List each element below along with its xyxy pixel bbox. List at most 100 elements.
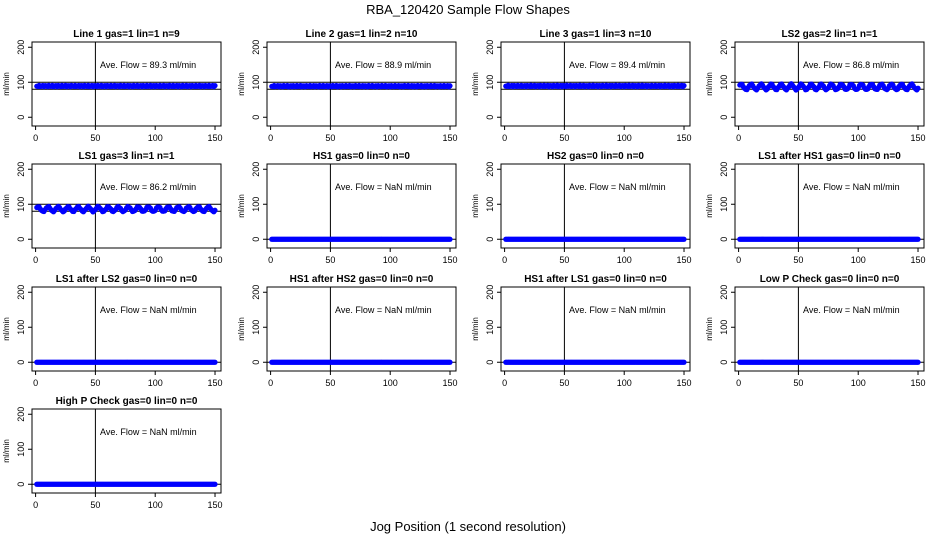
panel: LS1 after LS2 gas=0 lin=0 n=0 ml/min 0 100 2… — [2, 274, 223, 388]
x-tick-label: 100 — [383, 378, 398, 388]
panel-title: Low P Check gas=0 lin=0 n=0 — [760, 274, 900, 285]
y-axis-label: ml/min — [705, 194, 714, 218]
x-tick-label: 0 — [502, 255, 507, 265]
y-tick-label: 100 — [16, 442, 26, 457]
x-tick-label: 0 — [736, 255, 741, 265]
panel: Line 2 gas=1 lin=2 n=10 ml/min 0 100 200 0 50 1… — [237, 29, 458, 143]
y-tick-label: 0 — [251, 237, 261, 242]
data-point — [212, 359, 218, 365]
panel: LS1 gas=3 lin=1 n=1 ml/min 0 100 200 0 50 100 15… — [2, 151, 223, 265]
x-tick-label: 150 — [443, 133, 458, 143]
y-tick-label: 0 — [16, 115, 26, 120]
x-tick-label: 50 — [325, 133, 335, 143]
panel-title: HS1 after LS1 gas=0 lin=0 n=0 — [524, 274, 667, 285]
x-tick-label: 150 — [677, 133, 692, 143]
y-tick-label: 200 — [16, 40, 26, 55]
data-point — [915, 236, 921, 242]
plot-frame — [266, 286, 457, 372]
data-point — [915, 85, 921, 91]
y-axis-label: ml/min — [2, 72, 11, 96]
y-tick-label: 200 — [719, 162, 729, 177]
x-tick-label: 50 — [559, 255, 569, 265]
x-tick-label: 100 — [148, 133, 163, 143]
y-tick-label: 0 — [16, 237, 26, 242]
data-point — [681, 236, 687, 242]
flow-annotation: Ave. Flow = 89.4 ml/min — [569, 60, 665, 70]
x-tick-label: 0 — [268, 133, 273, 143]
x-tick-label: 50 — [325, 378, 335, 388]
x-tick-label: 50 — [793, 133, 803, 143]
y-axis-label: ml/min — [2, 439, 11, 463]
plot-frame — [266, 41, 457, 127]
x-tick-label: 150 — [911, 378, 926, 388]
x-tick-label: 100 — [617, 255, 632, 265]
x-tick-label: 150 — [208, 500, 223, 510]
x-tick-label: 0 — [33, 378, 38, 388]
plot-frame — [734, 41, 925, 127]
plot-frame — [500, 41, 691, 127]
panel-title: HS2 gas=0 lin=0 n=0 — [547, 151, 644, 162]
y-tick-label: 0 — [251, 115, 261, 120]
y-tick-label: 0 — [485, 360, 495, 365]
y-tick-label: 0 — [485, 237, 495, 242]
x-tick-label: 0 — [33, 255, 38, 265]
plot-frame — [500, 286, 691, 372]
data-point — [212, 207, 218, 213]
panel: LS2 gas=2 lin=1 n=1 ml/min 0 100 200 0 50 100 15… — [705, 29, 926, 143]
y-tick-label: 100 — [251, 75, 261, 90]
panel-title: LS2 gas=2 lin=1 n=1 — [782, 29, 878, 40]
y-tick-label: 200 — [16, 285, 26, 300]
flow-annotation: Ave. Flow = 89.3 ml/min — [100, 60, 196, 70]
x-tick-label: 0 — [736, 378, 741, 388]
x-tick-label: 100 — [851, 133, 866, 143]
panel-title: HS1 after HS2 gas=0 lin=0 n=0 — [290, 274, 434, 285]
y-tick-label: 100 — [16, 320, 26, 335]
x-tick-label: 50 — [559, 378, 569, 388]
x-tick-label: 100 — [148, 500, 163, 510]
flow-annotation: Ave. Flow = NaN ml/min — [100, 305, 197, 315]
flow-annotation: Ave. Flow = 86.2 ml/min — [100, 182, 196, 192]
panel: Line 3 gas=1 lin=3 n=10 ml/min 0 100 200 0 50 1… — [471, 29, 692, 143]
y-tick-label: 100 — [719, 197, 729, 212]
flow-annotation: Ave. Flow = NaN ml/min — [569, 305, 666, 315]
data-point — [212, 481, 218, 487]
x-tick-label: 150 — [911, 255, 926, 265]
y-tick-label: 100 — [485, 75, 495, 90]
x-tick-label: 50 — [90, 500, 100, 510]
y-tick-label: 200 — [16, 162, 26, 177]
flow-annotation: Ave. Flow = NaN ml/min — [100, 427, 197, 437]
y-tick-label: 100 — [485, 197, 495, 212]
x-tick-label: 0 — [33, 133, 38, 143]
x-tick-label: 100 — [148, 378, 163, 388]
y-tick-label: 100 — [251, 320, 261, 335]
x-tick-label: 150 — [677, 255, 692, 265]
data-point — [447, 236, 453, 242]
y-tick-label: 200 — [719, 40, 729, 55]
y-axis-label: ml/min — [237, 72, 246, 96]
plot-frame — [31, 286, 222, 372]
panel-title: Line 2 gas=1 lin=2 n=10 — [305, 29, 417, 40]
y-tick-label: 100 — [719, 320, 729, 335]
x-tick-label: 0 — [268, 378, 273, 388]
y-axis-label: ml/min — [471, 194, 480, 218]
x-tick-label: 100 — [617, 378, 632, 388]
y-tick-label: 200 — [16, 407, 26, 422]
x-tick-label: 150 — [443, 255, 458, 265]
y-tick-label: 200 — [485, 40, 495, 55]
y-tick-label: 0 — [719, 115, 729, 120]
data-point — [212, 83, 218, 89]
x-tick-label: 150 — [443, 378, 458, 388]
x-tick-label: 150 — [208, 255, 223, 265]
y-tick-label: 200 — [485, 285, 495, 300]
y-tick-label: 100 — [16, 75, 26, 90]
panel: HS2 gas=0 lin=0 n=0 ml/min 0 100 200 0 50 100 15… — [471, 151, 692, 265]
y-axis-label: ml/min — [705, 72, 714, 96]
plot-frame — [500, 163, 691, 249]
plot-frame — [31, 163, 222, 249]
y-axis-label: ml/min — [471, 317, 480, 341]
panel-title: High P Check gas=0 lin=0 n=0 — [56, 396, 198, 407]
y-axis-label: ml/min — [2, 194, 11, 218]
y-tick-label: 200 — [719, 285, 729, 300]
